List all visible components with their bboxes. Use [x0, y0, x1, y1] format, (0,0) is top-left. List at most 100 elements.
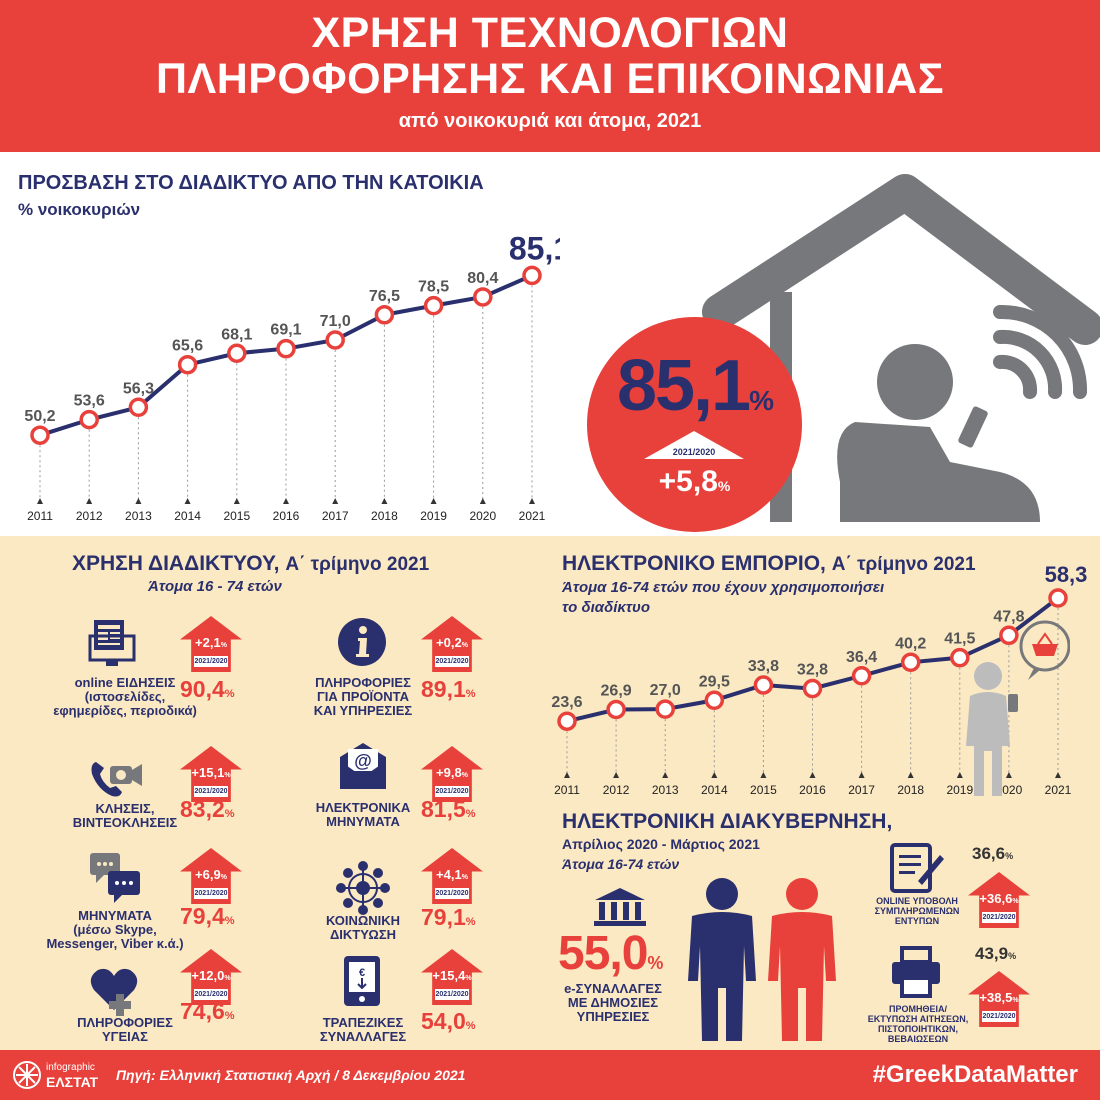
usage-item-change-arrow: +6,9% 2021/2020 [180, 848, 242, 904]
access-x-tick-label: 2015 [223, 509, 250, 523]
access-data-label: 65,6 [172, 338, 203, 355]
usage-title: ΧΡΗΣΗ ΔΙΑΔΙΚΤΥΟΥ, [72, 552, 280, 575]
access-data-label: 53,6 [74, 393, 105, 410]
ecommerce-tick-mark [858, 772, 865, 778]
egov-item2-change-arrow: +38,5% 2021/2020 [968, 971, 1030, 1027]
egov-item1-change-pct: % [1012, 898, 1019, 905]
access-subtitle: % νοικοκυριών [18, 200, 141, 219]
egov-item1-year-tag: 2021/2020 [982, 912, 1016, 923]
ecommerce-data-point [802, 678, 823, 699]
usage-item-change-arrow: +0,2% 2021/2020 [421, 616, 483, 672]
ecommerce-data-label: 41,5 [944, 631, 975, 648]
svg-text:@: @ [354, 751, 372, 771]
main-subtitle: από νοικοκυριά και άτομα, 2021 [398, 110, 702, 132]
usage-item-value: 90,4% [180, 676, 235, 703]
ecommerce-data-label: 40,2 [895, 635, 926, 652]
access-x-tick-label: 2014 [174, 509, 201, 523]
ecommerce-tick-mark [662, 772, 669, 778]
ecommerce-data-point [655, 699, 675, 719]
usage-item-label: online ΕΙΔΗΣΕΙΣ (ιστοσελίδες, εφημερίδες… [53, 675, 197, 718]
person-with-phone-icon [837, 344, 1040, 522]
usage-item-value-pct: % [224, 688, 235, 700]
egov-main-pct: % [647, 953, 663, 973]
access-data-point [30, 425, 50, 445]
access-change-label: 2021/2020 [672, 447, 716, 457]
ecommerce-x-tick-label: 2014 [701, 783, 728, 797]
usage-item-change-pct: % [465, 975, 472, 982]
usage-item-label: ΜΗΝΥΜΑΤΑ (μέσω Skype, Messenger, Viber κ… [46, 908, 184, 951]
access-x-tick-label: 2011 [27, 509, 53, 523]
ecommerce-data-label: 33,8 [748, 658, 779, 675]
ecommerce-subtitle-line1: Άτομα 16-74 ετών που έχουν χρησιμοποιήσε… [562, 579, 885, 596]
usage-item-change: +9,8% [436, 765, 468, 780]
elstat-logo-icon [13, 1061, 41, 1089]
email-icon: @ [336, 741, 394, 802]
egov-subtitle: Άτομα 16-74 ετών [562, 856, 680, 872]
egov-item1-change-arrow: +36,6% 2021/2020 [968, 872, 1030, 928]
access-data-label: 85,1 [509, 230, 560, 266]
usage-item-value-number: 90,4 [180, 676, 225, 702]
usage-item-change: +15,4% [432, 968, 472, 983]
access-data-point [374, 305, 395, 325]
usage-item-value-pct: % [224, 808, 235, 820]
access-x-tick-label: 2012 [76, 509, 103, 523]
usage-item-value: 79,4% [180, 903, 235, 930]
usage-item-change-arrow: +4,1% 2021/2020 [421, 848, 483, 904]
header-banner: ΧΡΗΣΗ ΤΕΧΝΟΛΟΓΙΩΝ ΠΛΗΡΟΦΟΡΗΣΗΣ ΚΑΙ ΕΠΙΚΟ… [0, 0, 1100, 152]
person-red-icon [768, 878, 836, 1041]
usage-item-value-pct: % [465, 808, 476, 820]
access-data-point [522, 265, 542, 286]
ecommerce-x-tick-label: 2015 [750, 783, 777, 797]
usage-item-label: ΠΛΗΡΟΦΟΡΙΕΣ ΓΙΑ ΠΡΟΪΟΝΤΑ ΚΑΙ ΥΠΗΡΕΣΙΕΣ [313, 675, 413, 718]
usage-item-year-tag: 2021/2020 [435, 989, 469, 1000]
info-icon [336, 616, 394, 677]
ecommerce-title-period: Α΄ τρίμηνο 2021 [831, 554, 976, 575]
egov-main-label: e-ΣΥΝΑΛΛΑΓΕΣ ΜΕ ΔΗΜΟΣΙΕΣ ΥΠΗΡΕΣΙΕΣ [564, 981, 662, 1024]
usage-item-year-tag: 2021/2020 [194, 656, 228, 667]
usage-item-value: 79,1% [421, 904, 476, 931]
usage-item-change-pct: % [461, 874, 468, 881]
usage-item-label: ΤΡΑΠΕΖΙΚΕΣ ΣΥΝΑΛΛΑΓΕΣ [319, 1015, 407, 1044]
usage-item-change-arrow: +15,1% 2021/2020 [180, 746, 242, 802]
usage-item-year-tag: 2021/2020 [194, 989, 228, 1000]
egov-period: Απρίλιος 2020 - Μάρτιος 2021 [562, 836, 760, 852]
ecommerce-x-tick-label: 2012 [603, 783, 630, 797]
ecommerce-data-label: 29,5 [699, 673, 730, 690]
usage-item-value-number: 54,0 [421, 1008, 466, 1034]
access-big-pct: % [749, 385, 774, 416]
access-x-tick-label: 2016 [273, 509, 300, 523]
ecommerce-data-point [704, 690, 725, 711]
usage-item-change-pct: % [461, 772, 468, 779]
usage-item-value-number: 89,1 [421, 676, 466, 702]
egov-item1-pct: % [1005, 851, 1014, 861]
usage-item-change-pct: % [461, 642, 468, 649]
news-icon [88, 616, 146, 677]
ecommerce-data-label: 23,6 [551, 694, 582, 711]
main-title-line2: ΠΛΗΡΟΦΟΡΗΣΗΣ ΚΑΙ ΕΠΙΚΟΙΝΩΝΙΑΣ [155, 55, 945, 103]
ecommerce-tick-mark [956, 772, 963, 778]
person-navy-icon [688, 878, 756, 1041]
access-data-label: 68,1 [221, 326, 252, 343]
egov-item2-year-tag: 2021/2020 [982, 1011, 1016, 1022]
access-data-label: 50,2 [24, 408, 55, 425]
access-data-label: 71,0 [320, 313, 351, 330]
usage-title-period: Α΄ τρίμηνο 2021 [285, 554, 430, 575]
ecommerce-data-point [950, 647, 970, 668]
access-data-label: 76,5 [369, 288, 400, 305]
ecommerce-x-tick-label: 2019 [946, 783, 973, 797]
usage-item-change-arrow: +2,1% 2021/2020 [180, 616, 242, 672]
ecommerce-data-point [1048, 588, 1068, 608]
usage-item-change: +0,2% [436, 635, 468, 650]
access-data-label: 69,1 [270, 322, 301, 339]
egov-item2-value: 43,9 [975, 944, 1009, 963]
usage-item-value-pct: % [465, 688, 476, 700]
usage-item-year-tag: 2021/2020 [435, 656, 469, 667]
access-tick-mark [332, 498, 339, 504]
access-tick-mark [283, 498, 289, 504]
ecommerce-x-tick-label: 2013 [652, 783, 679, 797]
health-icon [88, 964, 146, 1025]
egov-item2-pct: % [1008, 951, 1017, 961]
logo-small-text: infographic [46, 1062, 95, 1073]
access-line-chart: 2011 2012 2013 2014 2015 2016 2017 2018 2019 2020… [24, 230, 560, 523]
ecommerce-tick-mark [907, 772, 914, 778]
